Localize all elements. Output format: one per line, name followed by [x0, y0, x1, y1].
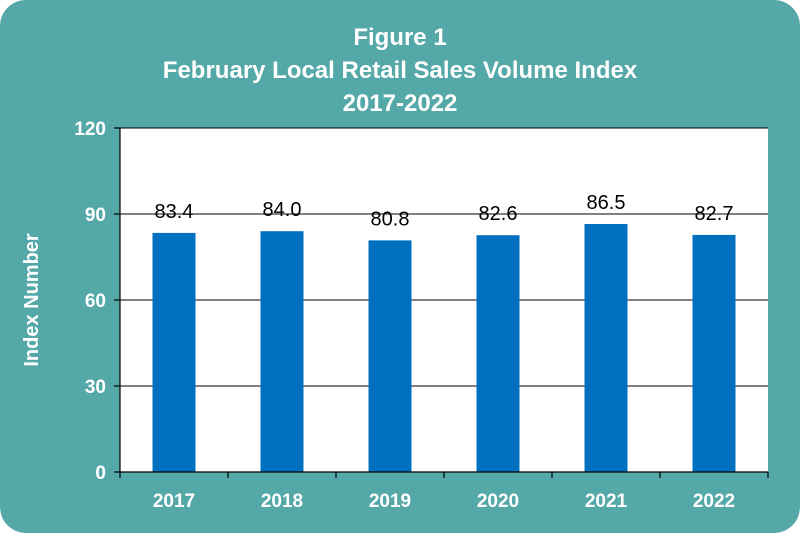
data-label-2020: 82.6	[479, 203, 518, 225]
chart-subtitle-years: 2017-2022	[342, 90, 458, 117]
gridlines	[120, 127, 768, 387]
y-tick-label-30: 30	[85, 377, 106, 398]
y-tick-label-90: 90	[85, 205, 106, 226]
bar-2022	[692, 234, 736, 472]
y-tick-label-120: 120	[74, 119, 106, 140]
data-label-2018: 84.0	[263, 199, 302, 221]
x-tick-label-2020: 2020	[477, 491, 519, 512]
bar-2017	[152, 232, 196, 472]
data-label-2017: 83.4	[155, 201, 194, 223]
y-tick-label-0: 0	[95, 463, 106, 484]
chart-title-figure-number: Figure 1	[353, 24, 447, 51]
y-tick-label-60: 60	[85, 291, 106, 312]
x-tick-label-2019: 2019	[369, 491, 411, 512]
data-label-2021: 86.5	[587, 192, 626, 214]
bars	[152, 224, 736, 472]
y-axis-title: Index Number	[21, 233, 43, 367]
data-label-2019: 80.8	[371, 208, 410, 230]
y-tick-labels: 0 30 60 90 120	[74, 119, 106, 484]
bar-2019	[368, 240, 412, 472]
bar-2021	[584, 224, 628, 472]
bar-2018	[260, 231, 304, 472]
chart-title: February Local Retail Sales Volume Index	[162, 57, 638, 84]
data-label-2022: 82.7	[695, 203, 734, 225]
bar-2020	[476, 235, 520, 472]
data-labels: 83.4 84.0 80.8 82.6 86.5 82.7	[155, 192, 734, 230]
x-tick-labels: 2017 2018 2019 2020 2021 2022	[153, 491, 735, 512]
axes	[114, 127, 769, 478]
x-tick-label-2022: 2022	[693, 491, 735, 512]
x-tick-label-2021: 2021	[585, 491, 628, 512]
x-tick-label-2018: 2018	[261, 491, 303, 512]
x-tick-label-2017: 2017	[153, 491, 195, 512]
